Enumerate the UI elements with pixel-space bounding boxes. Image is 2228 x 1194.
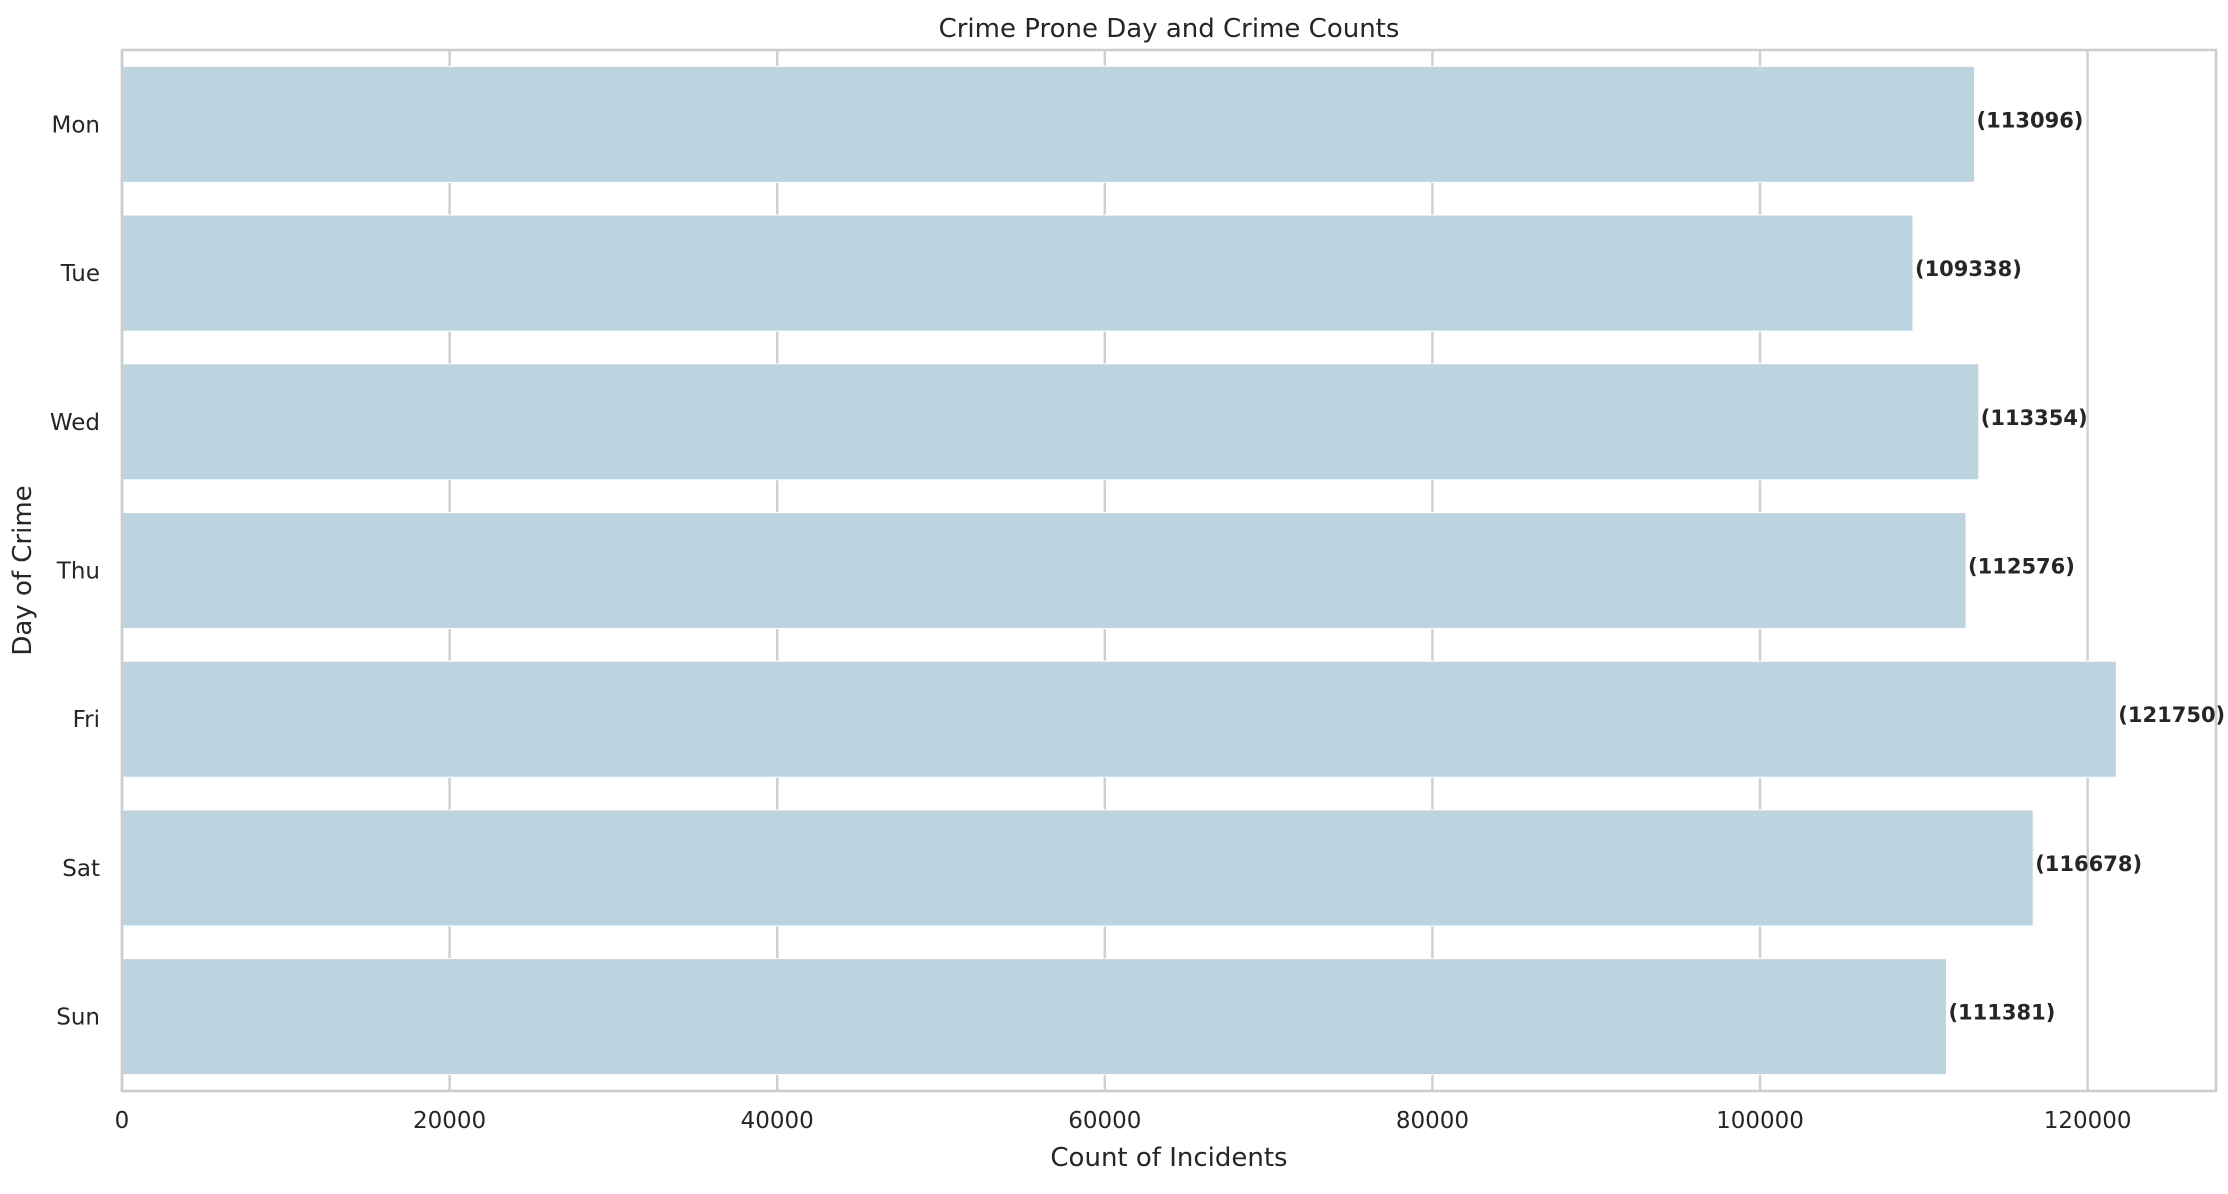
data-label: (121750)	[2118, 703, 2225, 727]
bar-fri	[121, 660, 2117, 778]
data-label: (116678)	[2035, 852, 2142, 876]
x-tick-label: 120000	[2044, 1108, 2132, 1134]
y-tick-label: Sun	[56, 1005, 100, 1031]
y-tick-label: Fri	[73, 707, 100, 733]
data-label: (112576)	[1968, 555, 2075, 579]
x-tick-label: 80000	[1396, 1108, 1469, 1134]
plot-frame	[120, 48, 2218, 1093]
bar-sun	[121, 958, 1947, 1076]
x-tick-label: 0	[115, 1108, 130, 1134]
y-tick-label: Thu	[56, 559, 100, 585]
tick-layer: 0 20000 40000 60000 80000 100000 120000 Mon Tue W…	[50, 112, 2132, 1134]
bar-tue	[121, 214, 1914, 332]
data-label: (113354)	[1981, 406, 2088, 430]
y-tick-label: Tue	[60, 261, 100, 287]
bar-layer	[121, 65, 2117, 1076]
x-tick-label: 20000	[413, 1108, 486, 1134]
data-label: (109338)	[1915, 257, 2022, 281]
y-tick-label: Sat	[62, 856, 100, 882]
bar-thu	[121, 512, 1967, 629]
data-label: (111381)	[1948, 1001, 2055, 1025]
bar-mon	[121, 65, 1976, 183]
x-tick-label: 40000	[741, 1108, 814, 1134]
x-tick-label: 60000	[1068, 1108, 1141, 1134]
y-tick-label: Wed	[50, 410, 100, 436]
y-axis-label: Day of Crime	[8, 485, 38, 655]
bar-wed	[121, 363, 1980, 481]
y-tick-label: Mon	[52, 112, 101, 138]
x-tick-label: 100000	[1716, 1108, 1804, 1134]
data-label: (113096)	[1977, 108, 2084, 132]
bar-sat	[121, 809, 2034, 927]
x-axis-label: Count of Incidents	[1050, 1143, 1287, 1173]
chart-title: Crime Prone Day and Crime Counts	[939, 14, 1400, 44]
data-label-layer: (113096) (109338) (113354) (112576) (121750)…	[1915, 108, 2225, 1024]
